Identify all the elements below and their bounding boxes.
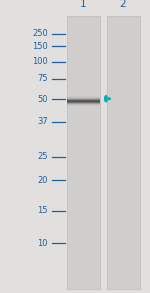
Text: 15: 15 [38,207,48,215]
Bar [106,16,140,289]
Text: 2: 2 [120,0,126,9]
Text: 250: 250 [32,29,48,38]
Bar [67,16,100,289]
Text: 37: 37 [37,117,48,126]
Text: 75: 75 [37,74,48,83]
Text: 1: 1 [80,0,87,9]
Text: 10: 10 [38,239,48,248]
Text: 100: 100 [32,57,48,66]
Text: 20: 20 [38,176,48,185]
Text: 25: 25 [38,152,48,161]
Text: 150: 150 [32,42,48,51]
Text: 50: 50 [38,95,48,103]
